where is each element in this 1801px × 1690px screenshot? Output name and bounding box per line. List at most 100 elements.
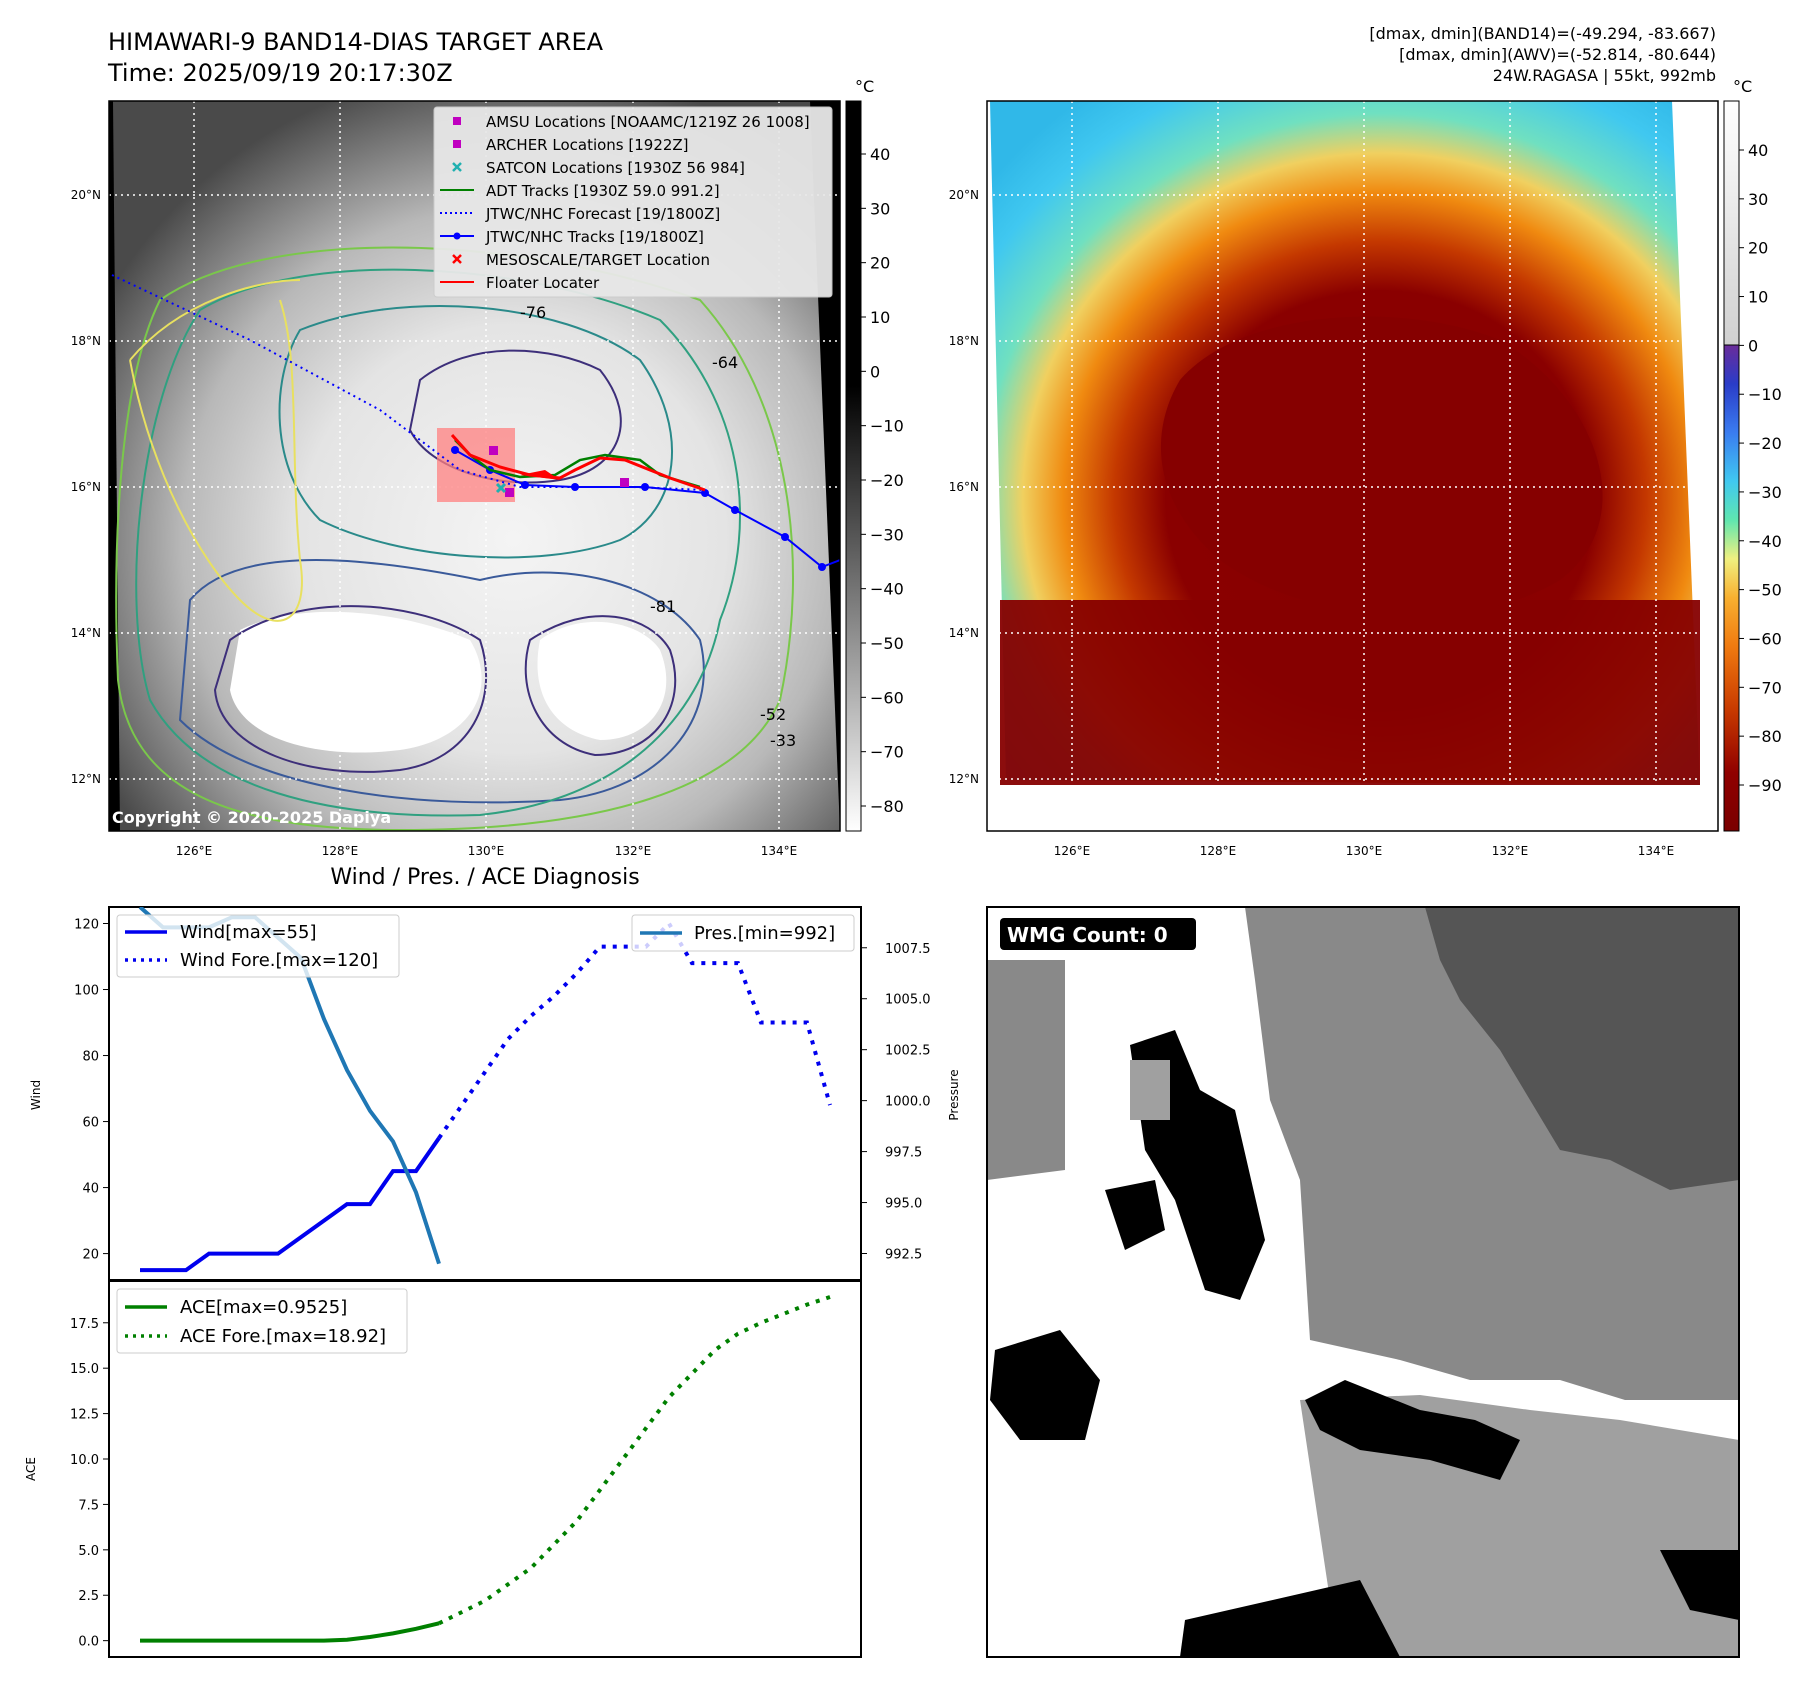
colorbar-tick-label: −60 xyxy=(1748,629,1782,648)
wmg-black-cell xyxy=(1180,1580,1400,1657)
lon-label: 134°E xyxy=(761,844,798,858)
pressure-tick-label: 1000.0 xyxy=(885,1095,931,1110)
contour-label: -81 xyxy=(650,597,676,616)
lon-label: 130°E xyxy=(468,844,505,858)
diagnosis-title: Wind / Pres. / ACE Diagnosis xyxy=(330,865,639,890)
figure-title: HIMAWARI-9 BAND14-DIAS TARGET AREA xyxy=(108,28,604,56)
ace-lines xyxy=(140,1295,831,1643)
lon-label: 130°E xyxy=(1346,844,1383,858)
lat-label: 18°N xyxy=(949,334,979,348)
pressure-axis-label: Pressure xyxy=(947,1069,961,1120)
left-colorbar xyxy=(845,100,862,832)
left-map-lon-labels: 126°E 128°E 130°E 132°E 134°E xyxy=(176,844,798,858)
colorbar-tick-label: −80 xyxy=(870,797,904,816)
series-line xyxy=(438,1295,831,1626)
left-map-legend: AMSU Locations [NOAAMC/1219Z 26 1008] AR… xyxy=(433,106,833,298)
ace-tick-label: 15.0 xyxy=(70,1362,99,1377)
colorbar-tick-label: 10 xyxy=(870,308,890,327)
pressure-tick-label: 1002.5 xyxy=(885,1044,931,1059)
ace-axis-label: ACE xyxy=(24,1457,38,1481)
wind-axis-label: Wind xyxy=(29,1080,43,1110)
jtwc-track xyxy=(454,449,840,569)
wmg-light-region xyxy=(1300,1395,1739,1657)
left-map-panel: -76 -64 -81 -52 -33 xyxy=(71,77,904,858)
wmg-panel: WMG Count: 0 xyxy=(986,906,1740,1658)
colorbar-tick-label: −30 xyxy=(1748,483,1782,502)
legend-label: ADT Tracks [1930Z 59.0 991.2] xyxy=(486,182,720,200)
colorbar-tick-label: 20 xyxy=(870,254,890,273)
pressure-tick-label: 1007.5 xyxy=(885,942,931,957)
lat-label: 14°N xyxy=(71,626,101,640)
pressure-tick-label: 995.0 xyxy=(885,1197,922,1212)
ace-tick-label: 10.0 xyxy=(70,1453,99,1468)
cold-cloud-area xyxy=(230,611,482,753)
colorbar-tick-label: −70 xyxy=(870,743,904,762)
lon-label: 128°E xyxy=(322,844,359,858)
legend-symbol-amsu xyxy=(453,117,461,125)
wmg-cells xyxy=(987,907,1739,1657)
colorbar-tick-label: −60 xyxy=(870,688,904,707)
lat-label: 20°N xyxy=(949,188,979,202)
cold-cloud-area xyxy=(537,621,667,740)
ace-chart: ACE 0.0 2.5 5.0 7.5 10.0 12.5 15.0 17.5 ACE[max… xyxy=(24,1280,862,1658)
colorbar-tick-label: 40 xyxy=(1748,141,1768,160)
cdo-core xyxy=(1160,316,1603,617)
awv-range: [dmax, dmin](AWV)=(-52.814, -80.644) xyxy=(1399,45,1716,64)
colorbar-tick-label: −90 xyxy=(1748,776,1782,795)
right-colorbar-unit: °C xyxy=(1733,77,1752,96)
series-line xyxy=(437,920,832,1140)
amsu-location xyxy=(489,446,498,455)
colorbar-tick-label: −40 xyxy=(1748,532,1782,551)
colorbar-tick-label: −50 xyxy=(1748,581,1782,600)
band14-range: [dmax, dmin](BAND14)=(-49.294, -83.667) xyxy=(1369,24,1716,43)
legend-label: SATCON Locations [1930Z 56 984] xyxy=(486,159,745,177)
lon-label: 132°E xyxy=(615,844,652,858)
pressure-legend-box xyxy=(631,914,855,952)
legend-label: Pres.[min=992] xyxy=(694,923,835,944)
legend-label: JTWC/NHC Forecast [19/1800Z] xyxy=(485,205,720,223)
colorbar-tick-label: −10 xyxy=(870,417,904,436)
left-colorbar-unit: °C xyxy=(855,77,874,96)
ace-tick-label: 17.5 xyxy=(70,1317,99,1332)
wind-tick-label: 120 xyxy=(74,918,99,933)
lon-label: 128°E xyxy=(1200,844,1237,858)
contour-label: -52 xyxy=(760,705,786,724)
wind-tick-label: 40 xyxy=(82,1182,99,1197)
lat-label: 20°N xyxy=(71,188,101,202)
legend-label: Wind Fore.[max=120] xyxy=(180,950,378,971)
ace-axis-ticks: 0.0 2.5 5.0 7.5 10.0 12.5 15.0 17.5 xyxy=(70,1317,109,1650)
legend-symbol-satcon xyxy=(452,162,462,172)
wind-axis-ticks: 20 40 60 80 100 120 xyxy=(74,918,109,1263)
lat-label: 12°N xyxy=(949,772,979,786)
right-map-grid xyxy=(987,101,1718,831)
adt-track xyxy=(454,439,701,489)
wmg-dark-region xyxy=(1425,907,1739,1190)
right-map-lon-labels: 126°E 128°E 130°E 132°E 134°E xyxy=(1054,844,1675,858)
lon-label: 134°E xyxy=(1638,844,1675,858)
wmg-black-cell xyxy=(990,1330,1100,1440)
colorbar-tick-label: 20 xyxy=(1748,239,1768,258)
wind-tick-label: 60 xyxy=(82,1116,99,1131)
contour-label: -76 xyxy=(520,303,546,322)
left-colorbar-ticks: 40 30 20 10 0 −10 −20 −30 −40 −50 −60 −70 −80 xyxy=(861,145,904,816)
contour-label: -33 xyxy=(770,731,796,750)
wind-legend: Wind[max=55] Wind Fore.[max=120] xyxy=(116,914,400,978)
left-map-frame xyxy=(108,100,841,832)
colorbar-tick-label: 0 xyxy=(870,362,880,381)
lat-label: 16°N xyxy=(71,480,101,494)
satcon-location xyxy=(495,482,507,494)
ace-tick-label: 0.0 xyxy=(78,1635,99,1650)
colorbar-tick-label: −70 xyxy=(1748,678,1782,697)
legend-box xyxy=(433,106,833,298)
pressure-tick-label: 992.5 xyxy=(885,1248,922,1263)
wind-tick-label: 100 xyxy=(74,984,99,999)
legend-label: Floater Locater xyxy=(486,274,600,292)
colorbar-tick-label: −40 xyxy=(870,580,904,599)
right-colorbar-ticks: 40 30 20 10 0 −10 −20 −30 −40 −50 −60 −70 −80 −90 xyxy=(1739,141,1782,795)
wind-legend-box xyxy=(116,914,400,978)
right-colorbar-lower xyxy=(1723,344,1740,832)
legend-label: MESOSCALE/TARGET Location xyxy=(486,251,710,269)
lon-label: 126°E xyxy=(176,844,213,858)
